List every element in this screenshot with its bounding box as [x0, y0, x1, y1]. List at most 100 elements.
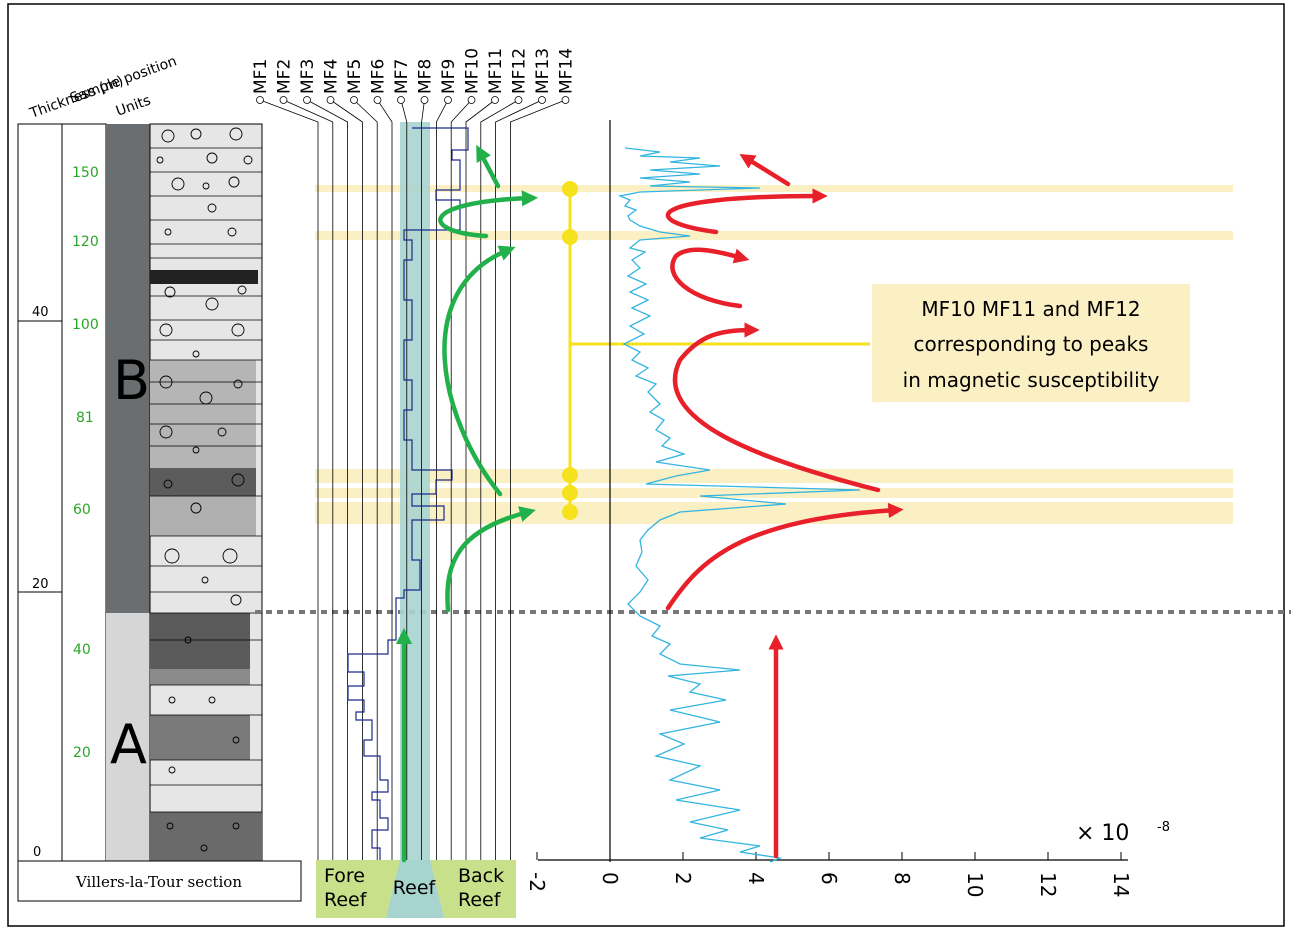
microfacies-guide-line	[480, 99, 519, 860]
microfacies-marker	[303, 96, 311, 104]
microfacies-marker	[514, 96, 523, 104]
yellow-dot	[562, 229, 578, 245]
yellow-dot	[562, 504, 578, 520]
microfacies-label: MF13	[533, 48, 553, 94]
microfacies-marker	[491, 96, 499, 104]
microfacies-label: MF12	[510, 48, 530, 94]
axis-multiplier: × 10	[1076, 821, 1129, 846]
ms-axis-tick-label: 8	[890, 872, 914, 885]
microfacies-guide-line	[330, 99, 363, 860]
highlight-band	[315, 469, 1233, 483]
back-reef-label-1: Back	[458, 865, 504, 887]
figure-frame	[7, 3, 1285, 927]
sample-tick-81: 81	[76, 410, 94, 426]
microfacies-label: MF2	[275, 59, 295, 94]
thickness-tick-0: 0	[33, 845, 41, 860]
ms-axis-tick-label: 12	[1036, 872, 1060, 897]
sample-tick-100: 100	[72, 317, 99, 333]
ms-axis-tick-label: 6	[817, 872, 841, 885]
ms-axis-tick-label: 0	[598, 872, 622, 885]
microfacies-marker	[538, 96, 546, 104]
highlight-band	[315, 185, 1233, 192]
yellow-dot	[562, 467, 578, 483]
microfacies-guide-line	[465, 99, 496, 860]
microfacies-marker	[373, 96, 382, 104]
microfacies-guide-line	[259, 99, 319, 860]
ms-axis-tick-label: 4	[744, 872, 768, 885]
microfacies-label: MF8	[416, 59, 436, 94]
sample-position-header: Sample position	[68, 53, 179, 106]
yellow-connectors	[562, 181, 870, 520]
red-arrow	[670, 247, 750, 309]
yellow-dot	[562, 181, 578, 197]
green-arrow	[445, 506, 536, 613]
environment-legend: Fore Reef Reef Back Reef	[316, 860, 516, 918]
sample-tick-40: 40	[73, 642, 91, 658]
fore-reef-label-2: Reef	[324, 889, 368, 911]
annotation-line-2: corresponding to peaks	[914, 332, 1149, 356]
red-arrow	[665, 502, 904, 611]
reef-label: Reef	[393, 877, 437, 899]
scale-columns: 40 20 0 20 40 60 81 100 120 150	[17, 123, 107, 862]
microfacies-label: MF5	[345, 59, 365, 94]
sample-tick-150: 150	[72, 165, 99, 181]
annotation-line-1: MF10 MF11 and MF12	[921, 297, 1140, 321]
microfacies-guide-line	[421, 99, 425, 860]
fore-reef-label-1: Fore	[324, 865, 365, 887]
sample-tick-60: 60	[73, 502, 91, 518]
green-arrow	[442, 245, 516, 497]
microfacies-label: MF3	[298, 59, 318, 94]
sample-tick-20: 20	[73, 745, 91, 761]
annotation-line-3: in magnetic susceptibility	[903, 368, 1160, 392]
column-headers: Thickness (m) Sample position Units	[27, 53, 179, 122]
microfacies-marker	[467, 96, 476, 104]
microfacies-guide-line	[400, 99, 408, 860]
microfacies-marker	[420, 96, 429, 104]
annotation-box: MF10 MF11 and MF12 corresponding to peak…	[872, 284, 1190, 402]
microfacies-marker	[326, 96, 335, 104]
ms-axis-tick-label: 14	[1109, 872, 1133, 897]
microfacies-label: MF4	[322, 59, 342, 94]
ms-axis: -2 0 2 4 6 8 10 12 14 × 10 -8	[525, 120, 1170, 897]
microfacies-marker	[350, 96, 358, 104]
red-arrow	[665, 188, 828, 235]
microfacies-marker	[256, 96, 264, 104]
microfacies-grid: MF1 MF2 MF3 MF4 MF5 MF6 MF7 MF8 MF9 MF10 MF11 MF12 M…	[251, 48, 577, 862]
microfacies-guide-line	[450, 99, 472, 860]
axis-exponent: -8	[1157, 820, 1170, 835]
microfacies-label: MF6	[369, 59, 389, 94]
microfacies-guide-line	[283, 99, 334, 860]
ms-curve	[617, 147, 861, 863]
thickness-tick-20: 20	[32, 577, 49, 592]
microfacies-guide-line	[353, 99, 378, 860]
microfacies-guide-line	[436, 99, 449, 860]
section-title: Villers-la-Tour section	[75, 873, 242, 891]
red-arrows	[665, 153, 904, 859]
section-title-box	[17, 860, 302, 902]
units-header: Units	[114, 92, 153, 119]
units-column: B A	[106, 124, 150, 861]
sample-tick-120: 120	[72, 234, 99, 250]
thickness-tick-40: 40	[32, 305, 49, 320]
unit-label-b: B	[113, 349, 150, 412]
red-arrow	[739, 153, 791, 187]
microfacies-marker	[279, 96, 288, 104]
green-arrow	[438, 190, 539, 239]
yellow-dot	[562, 485, 578, 501]
microfacies-marker	[561, 96, 570, 104]
green-arrow	[476, 144, 501, 189]
green-arrows	[395, 144, 539, 863]
microfacies-label: MF14	[557, 48, 577, 94]
highlight-band	[315, 502, 1233, 524]
microfacies-label: MF10	[463, 48, 483, 94]
unit-label-a: A	[110, 713, 147, 776]
microfacies-guide-line	[306, 99, 348, 860]
ms-axis-tick-label: 10	[963, 872, 987, 897]
microfacies-label: MF9	[439, 59, 459, 94]
ms-axis-tick-label: -2	[525, 872, 549, 892]
microfacies-label: MF1	[251, 59, 271, 94]
microfacies-guide-line	[495, 99, 543, 860]
highlight-band	[315, 231, 1233, 240]
microfacies-label: MF11	[486, 48, 506, 94]
